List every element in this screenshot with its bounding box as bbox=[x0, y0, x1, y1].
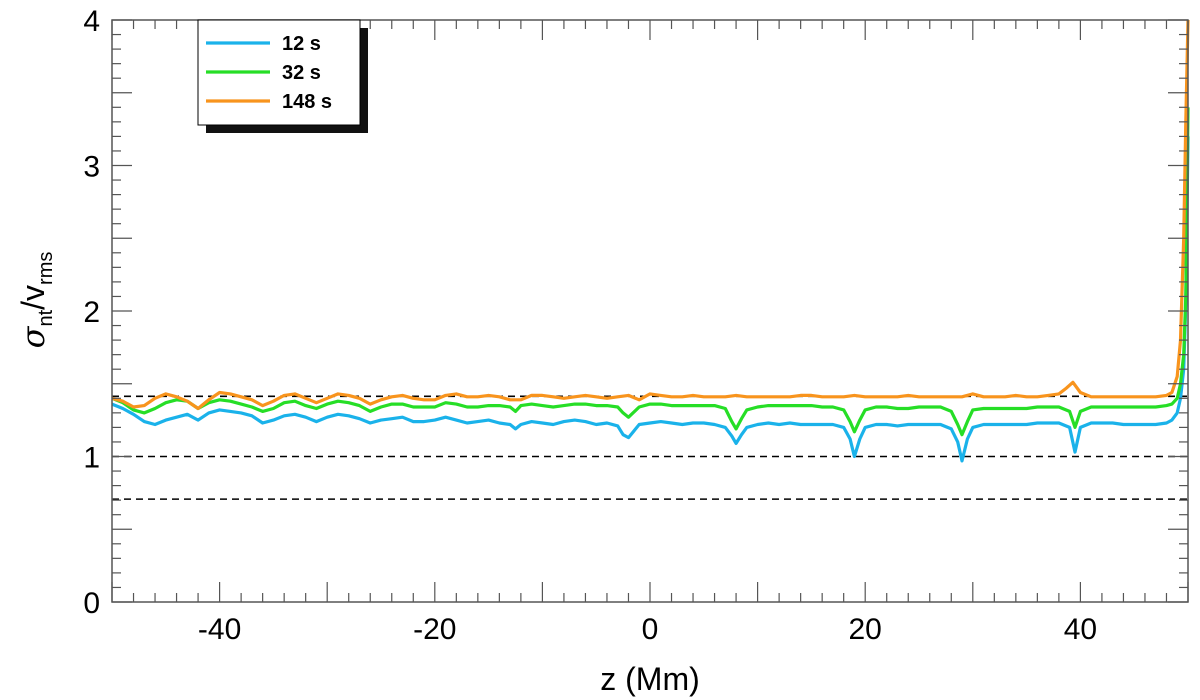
x-tick-label: -20 bbox=[413, 613, 456, 646]
y-axis-label: σnt/vrms bbox=[14, 252, 57, 349]
y-tick-label: 2 bbox=[83, 296, 100, 329]
y-tick-label: 1 bbox=[83, 442, 100, 475]
legend-label: 32 s bbox=[282, 62, 321, 84]
y-tick-label: 4 bbox=[83, 5, 100, 38]
x-tick-label: 0 bbox=[642, 613, 659, 646]
legend: 12 s 32 s 148 s bbox=[197, 19, 368, 133]
series-lines bbox=[111, 19, 1190, 463]
x-axis-label: z (Mm) bbox=[600, 661, 700, 697]
y-tick-label: 0 bbox=[83, 587, 100, 620]
series-line bbox=[111, 136, 1190, 463]
tick-labels: -40 -20 0 20 40 0 1 2 3 4 bbox=[83, 5, 1097, 646]
series-line bbox=[111, 107, 1190, 437]
x-tick-label: 40 bbox=[1064, 613, 1097, 646]
reference-lines bbox=[112, 395, 1188, 500]
y-tick-label: 3 bbox=[83, 151, 100, 184]
x-tick-label: -40 bbox=[198, 613, 241, 646]
legend-label: 12 s bbox=[282, 33, 321, 55]
x-tick-label: 20 bbox=[849, 613, 882, 646]
series-line bbox=[111, 19, 1190, 411]
legend-label: 148 s bbox=[282, 91, 332, 113]
axes bbox=[111, 19, 1189, 603]
